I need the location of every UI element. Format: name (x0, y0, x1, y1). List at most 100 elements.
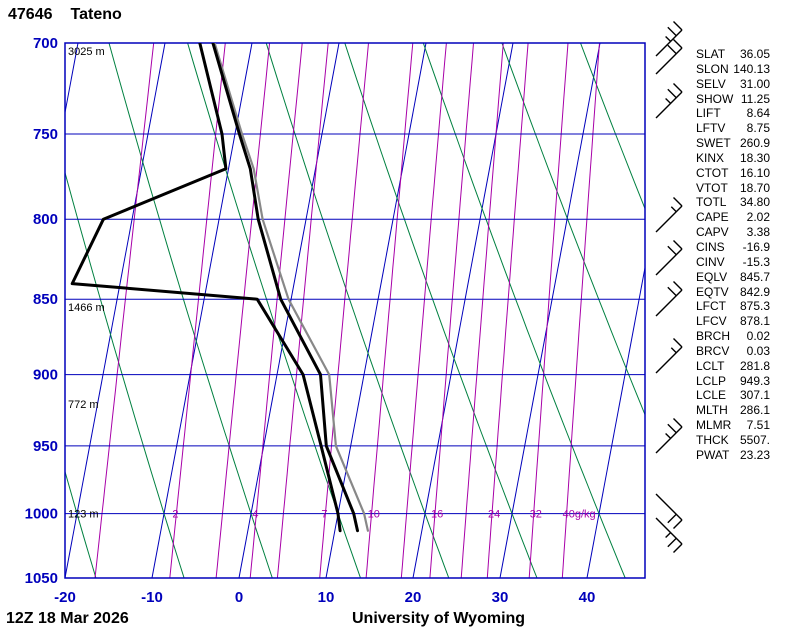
index-row: LFTV 8.75 (696, 121, 770, 136)
index-value: 281.8 (739, 358, 770, 373)
svg-text:1466 m: 1466 m (68, 302, 105, 314)
index-value: 11.25 (740, 91, 770, 106)
svg-text:7: 7 (321, 509, 327, 521)
svg-text:3025 m: 3025 m (68, 46, 105, 58)
index-value: 36.05 (739, 47, 770, 61)
pressure-axis-labels: 700 750 800 850 900 950 1000 1050 (25, 35, 58, 587)
svg-text:900: 900 (33, 367, 58, 384)
wind-barb (655, 83, 683, 119)
svg-text:950: 950 (33, 438, 58, 455)
index-name: EQTV (696, 284, 729, 299)
index-name: SLAT (696, 47, 726, 61)
index-value: 878.1 (739, 314, 770, 329)
virtual-temperature-trace (213, 43, 369, 532)
wind-barb (655, 338, 683, 374)
index-value: 0.03 (746, 343, 770, 358)
mixing-ratio-lines (94, 43, 600, 578)
index-row: VTOT 18.70 (696, 181, 770, 196)
index-name: CINV (696, 254, 725, 269)
index-row: CINV -15.3 (696, 255, 770, 270)
station-name: Tateno (70, 6, 122, 23)
index-row: PWAT 23.23 (696, 448, 770, 463)
index-value: 8.75 (746, 121, 770, 136)
index-value: 260.9 (739, 136, 770, 151)
svg-text:16: 16 (431, 509, 443, 521)
index-name: SLON (696, 61, 729, 76)
svg-text:30: 30 (492, 589, 509, 606)
index-name: BRCV (696, 343, 730, 358)
wind-barb (655, 21, 683, 57)
wind-barb (655, 39, 683, 75)
index-name: CAPV (696, 225, 729, 240)
indices-panel: SLAT 36.05 SLON 140.13 SELV 31.00 SHOW 11.25 LIF… (696, 47, 770, 463)
index-row: BRCV 0.03 (696, 344, 770, 359)
station-title: 47646 Tateno (8, 6, 122, 24)
index-row: SELV 31.00 (696, 77, 770, 92)
svg-text:10: 10 (368, 509, 380, 521)
index-name: KINX (696, 150, 725, 165)
index-value: 286.1 (739, 403, 770, 418)
index-value: 845.7 (739, 269, 770, 284)
svg-text:123 m: 123 m (68, 509, 99, 521)
wind-barb (655, 281, 683, 317)
index-row: MLMR 7.51 (696, 418, 770, 433)
index-value: 0.02 (746, 329, 770, 344)
index-row: LCLT 281.8 (696, 359, 770, 374)
sounding-datetime: 12Z 18 Mar 2026 (6, 610, 129, 627)
index-value: 16.10 (739, 165, 770, 180)
index-name: LCLP (696, 373, 727, 388)
svg-text:-10: -10 (141, 589, 163, 606)
svg-text:800: 800 (33, 211, 58, 228)
index-row: SLON 140.13 (696, 62, 770, 77)
index-name: EQLV (696, 269, 728, 284)
svg-text:2: 2 (172, 509, 178, 521)
index-row: SHOW 11.25 (696, 92, 770, 107)
svg-text:772 m: 772 m (68, 399, 99, 411)
svg-text:10: 10 (318, 589, 335, 606)
index-name: SHOW (696, 91, 734, 106)
index-row: CAPE 2.02 (696, 210, 770, 225)
index-name: CAPE (696, 210, 729, 225)
index-row: LIFT 8.64 (696, 106, 770, 121)
index-row: SLAT 36.05 (696, 47, 770, 62)
index-name: LIFT (696, 106, 721, 121)
index-name: LCLT (696, 358, 725, 373)
index-name: MLTH (696, 403, 728, 418)
index-value: 7.51 (746, 418, 770, 433)
index-row: TOTL 34.80 (696, 195, 770, 210)
index-value: 842.9 (739, 284, 770, 299)
wind-barb (655, 240, 683, 276)
index-name: LFTV (696, 121, 726, 136)
svg-text:1050: 1050 (25, 570, 58, 587)
index-name: MLMR (696, 418, 732, 433)
svg-text:40g/kg: 40g/kg (563, 509, 596, 521)
index-row: CINS -16.9 (696, 240, 770, 255)
svg-text:20: 20 (405, 589, 422, 606)
index-name: VTOT (696, 180, 728, 195)
wind-barb (655, 197, 683, 233)
index-row: EQTV 842.9 (696, 285, 770, 300)
index-value: 2.02 (746, 210, 770, 225)
index-value: 31.00 (739, 76, 770, 91)
index-value: 18.30 (739, 150, 770, 165)
index-row: SWET 260.9 (696, 136, 770, 151)
index-name: CTOT (696, 165, 729, 180)
mixing-ratio-labels: 2 4 7 10 16 24 32 40g/kg (172, 509, 595, 521)
index-row: CAPV 3.38 (696, 225, 770, 240)
index-value: 3.38 (746, 225, 770, 240)
index-value: 5507. (739, 432, 770, 447)
index-row: EQLV 845.7 (696, 270, 770, 285)
index-name: SELV (696, 76, 726, 91)
isotherm-lines (65, 43, 645, 578)
index-row: CTOT 16.10 (696, 166, 770, 181)
wind-barb (655, 493, 683, 529)
index-row: KINX 18.30 (696, 151, 770, 166)
wind-barbs (655, 21, 683, 553)
index-row: LCLE 307.1 (696, 388, 770, 403)
index-row: MLTH 286.1 (696, 403, 770, 418)
pressure-gridlines (65, 42, 645, 579)
temperature-trace (211, 43, 359, 533)
index-value: 18.70 (739, 180, 770, 195)
wind-barb (655, 517, 683, 553)
